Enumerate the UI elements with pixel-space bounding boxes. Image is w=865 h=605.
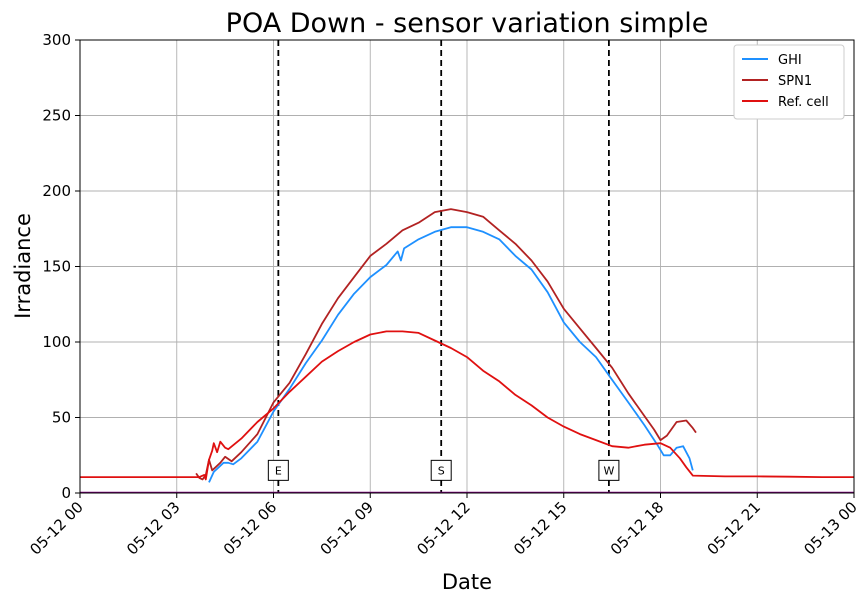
marker-label-e: E [275, 464, 282, 477]
x-axis-label: Date [442, 570, 492, 594]
marker-label-s: S [438, 464, 445, 477]
legend-label-ghi: GHI [778, 53, 802, 68]
y-axis-label: Irradiance [11, 213, 35, 319]
series-line-ghi [208, 226, 694, 483]
y-tick-label: 50 [52, 409, 71, 427]
legend-label-spn1: SPN1 [778, 74, 812, 89]
marker-box-e [267, 459, 289, 481]
y-tick-label: 100 [42, 333, 71, 351]
y-tick-label: 300 [42, 31, 71, 49]
marker-box-w [598, 459, 620, 481]
y-tick-label: 200 [42, 182, 71, 200]
chart-title: POA Down - sensor variation simple [226, 8, 709, 39]
y-tick-label: 0 [61, 484, 71, 502]
series-line-ref-cell [80, 330, 854, 481]
series-line-spn1 [195, 208, 697, 481]
y-tick-label: 150 [42, 258, 71, 276]
legend-label-ref-cell: Ref. cell [778, 95, 829, 110]
marker-box-s [430, 459, 452, 481]
legend: GHI SPN1 Ref. cell [733, 44, 845, 120]
y-tick-label: 250 [42, 107, 71, 125]
marker-label-w: W [603, 464, 614, 477]
y-axis-ticks: 0 50 100 150 200 250 300 [42, 31, 80, 502]
